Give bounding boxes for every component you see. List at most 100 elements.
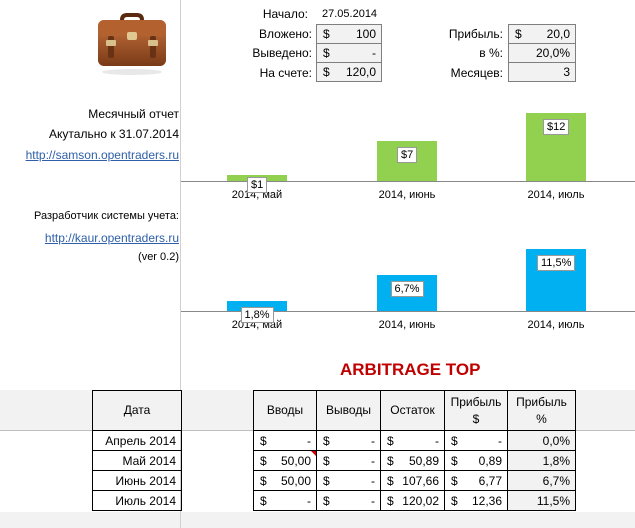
chart-1-category-3: 2014, июль bbox=[527, 189, 585, 201]
balance-value: 120,0 bbox=[345, 65, 376, 79]
cell-value: Апрель 2014 bbox=[105, 434, 176, 448]
withdrawn-label: Выведено: bbox=[252, 46, 312, 60]
table-cell[interactable]: $ - bbox=[316, 470, 381, 491]
currency-sign: $ bbox=[451, 454, 458, 468]
table-cell[interactable]: $50,00 bbox=[253, 450, 317, 471]
cell-value: - bbox=[307, 434, 311, 448]
actual-date-text: Акутально к 31.07.2014 bbox=[49, 127, 179, 141]
chart-2-category-3: 2014, июль bbox=[527, 319, 585, 331]
cell-value: - bbox=[435, 434, 439, 448]
header-date-text: Дата bbox=[123, 403, 151, 417]
table-cell[interactable]: $ - bbox=[316, 490, 381, 511]
chart-1-category-1: 2014, май bbox=[231, 189, 283, 201]
kaur-link[interactable]: http://kaur.opentraders.ru bbox=[44, 231, 179, 245]
cell-value: - bbox=[371, 474, 375, 488]
currency-sign: $ bbox=[260, 454, 267, 468]
kaur-link-wrap: http://kaur.opentraders.ru bbox=[45, 231, 179, 245]
cell-value: 50,89 bbox=[408, 454, 439, 468]
months-value: 3 bbox=[563, 65, 570, 79]
table-cell[interactable]: $ - bbox=[316, 430, 381, 451]
currency-sign: $ bbox=[323, 474, 330, 488]
table-cell[interactable]: Апрель 2014 bbox=[92, 430, 182, 451]
currency-sign: $ bbox=[260, 434, 267, 448]
currency-sign: $ bbox=[323, 494, 330, 508]
table-cell[interactable]: $12,36 bbox=[444, 490, 508, 511]
header-deposits-text: Вводы bbox=[266, 403, 304, 417]
cell-value: Май 2014 bbox=[122, 454, 176, 468]
cell-value: 50,00 bbox=[280, 474, 311, 488]
chart-1-axis bbox=[181, 181, 635, 182]
developer-text: Разработчик системы учета: bbox=[34, 210, 179, 222]
samson-link[interactable]: http://samson.opentraders.ru bbox=[25, 148, 179, 162]
table-cell[interactable]: $ - bbox=[253, 430, 317, 451]
table-cell[interactable]: 11,5% bbox=[507, 490, 576, 511]
table-cell[interactable]: $50,00 bbox=[253, 470, 317, 491]
table-cell[interactable]: $0,89 bbox=[444, 450, 508, 471]
currency-sign: $ bbox=[387, 494, 394, 508]
currency-sign: $ bbox=[323, 454, 330, 468]
currency-sign: $ bbox=[387, 434, 394, 448]
table-cell[interactable]: $ - bbox=[380, 430, 445, 451]
header-balance: Остаток bbox=[380, 390, 445, 431]
table-cell[interactable]: $ - bbox=[444, 430, 508, 451]
table-cell[interactable]: $6,77 bbox=[444, 470, 508, 491]
table-cell[interactable]: 1,8% bbox=[507, 450, 576, 471]
table-cell[interactable]: 0,0% bbox=[507, 430, 576, 451]
cell-value: - bbox=[307, 494, 311, 508]
currency-sign: $ bbox=[451, 494, 458, 508]
cell-value: 107,66 bbox=[402, 474, 439, 488]
table-cell[interactable]: $ - bbox=[253, 490, 317, 511]
cell-value: 12,36 bbox=[471, 494, 502, 508]
cell-value: - bbox=[371, 454, 375, 468]
header-profit-pct: Прибыль% bbox=[507, 390, 576, 431]
table-cell[interactable]: $ - bbox=[316, 450, 381, 471]
profit-currency: $ bbox=[515, 27, 522, 41]
header-profit-usd-line1: Прибыль bbox=[450, 395, 502, 409]
header-deposits: Вводы bbox=[253, 390, 317, 431]
table-cell[interactable]: 6,7% bbox=[507, 470, 576, 491]
table-cell[interactable]: Июнь 2014 bbox=[92, 470, 182, 491]
cell-value: 6,77 bbox=[478, 474, 502, 488]
cell-value: Июнь 2014 bbox=[115, 474, 176, 488]
header-withdrawals-text: Выводы bbox=[326, 403, 371, 417]
currency-sign: $ bbox=[451, 434, 458, 448]
invested-currency: $ bbox=[323, 27, 330, 41]
profit-label: Прибыль: bbox=[448, 27, 503, 41]
cell-value: 120,02 bbox=[402, 494, 439, 508]
header-profit-usd: Прибыль $ bbox=[444, 390, 508, 431]
header-balance-text: Остаток bbox=[390, 403, 435, 417]
cell-value: - bbox=[371, 434, 375, 448]
chart-2-data-label-2: 6,7% bbox=[390, 280, 424, 297]
currency-sign: $ bbox=[260, 494, 267, 508]
invested-value: 100 bbox=[355, 27, 376, 41]
header-withdrawals: Выводы bbox=[316, 390, 381, 431]
samson-link-wrap: http://samson.opentraders.ru bbox=[26, 148, 179, 162]
table-cell[interactable]: Май 2014 bbox=[92, 450, 182, 471]
invested-cell: $ 100 bbox=[316, 24, 382, 44]
header-profit-usd-line2: $ bbox=[472, 412, 480, 426]
comment-indicator-icon[interactable] bbox=[311, 451, 316, 456]
cell-value: - bbox=[371, 494, 375, 508]
percent-cell: 20,0% bbox=[508, 43, 576, 63]
table-cell[interactable]: Июль 2014 bbox=[92, 490, 182, 511]
header-profit-pct-line2: % bbox=[536, 412, 547, 426]
percent-label: в %: bbox=[479, 46, 503, 60]
withdrawn-currency: $ bbox=[323, 46, 330, 60]
header-date: Дата bbox=[92, 390, 182, 431]
table-cell[interactable]: $107,66 bbox=[380, 470, 445, 491]
chart-1-data-label-3: $12 bbox=[543, 119, 570, 135]
cell-value: 6,7% bbox=[542, 474, 570, 488]
profit-cell: $ 20,0 bbox=[508, 24, 576, 44]
currency-sign: $ bbox=[387, 474, 394, 488]
table-cell[interactable]: $120,02 bbox=[380, 490, 445, 511]
cell-value: 1,8% bbox=[542, 454, 570, 468]
cell-value: 0,89 bbox=[478, 454, 502, 468]
profit-value: 20,0 bbox=[546, 27, 570, 41]
header-profit-pct-line1: Прибыль bbox=[516, 395, 567, 409]
chart-1-data-label-2: $7 bbox=[397, 147, 418, 164]
table-cell[interactable]: $50,89 bbox=[380, 450, 445, 471]
balance-label: На счете: bbox=[259, 66, 312, 80]
report-title: Месячный отчет bbox=[88, 107, 179, 121]
chart-2-axis bbox=[181, 311, 635, 312]
chart-2-data-label-3: 11,5% bbox=[537, 255, 576, 271]
